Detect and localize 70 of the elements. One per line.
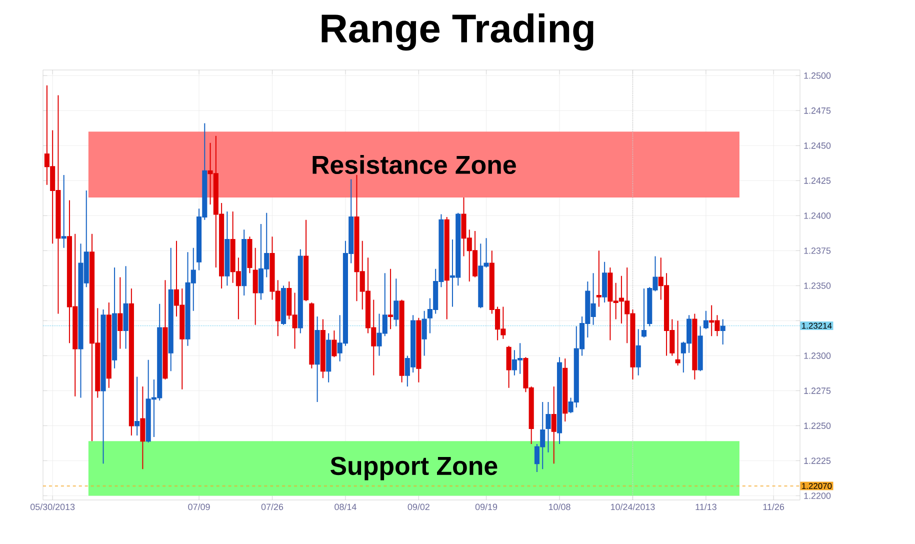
candlestick [636,328,641,376]
x-tick-label: 11/26 [763,504,784,510]
candlestick [416,317,422,383]
candlestick [61,174,66,248]
candlestick [134,376,140,436]
candlestick [128,288,134,436]
y-tick-label: 1.2450 [804,142,831,149]
y-tick-label: 1.2275 [804,388,831,394]
candlestick [280,285,286,326]
candlestick [703,310,708,330]
candlestick [309,302,314,369]
x-tick-label: 09/02 [408,504,430,510]
candlestick [168,247,174,372]
candlestick [506,345,512,388]
candlestick [388,268,394,330]
candlestick [320,318,326,379]
ref-line-label: 1.22070 [802,482,832,489]
y-tick-label: 1.2225 [804,458,831,464]
candlestick [562,358,568,422]
candlestick [698,326,703,372]
candlestick [394,278,399,327]
candlestick [641,288,647,338]
candlestick [551,386,556,464]
candlestick [242,229,247,296]
x-tick-label: 08/14 [334,504,356,510]
candlestick [304,219,309,302]
x-tick-label: 11/13 [696,504,716,510]
x-tick-label: 10/08 [548,504,570,510]
candlestick [314,316,320,402]
chart-title: Range Trading [322,13,594,51]
y-tick-label: 1.2200 [804,492,831,499]
candlestick [422,310,427,356]
band-label: Support Zone [330,456,498,480]
y-tick-label: 1.2300 [804,352,831,359]
candlestick [546,401,551,453]
candlestick [112,266,118,369]
candlestick [118,276,123,350]
candlestick [332,330,337,358]
y-tick-label: 1.2400 [804,212,831,219]
candlestick [252,247,258,326]
candlestick [123,266,128,350]
candlestick [720,318,726,346]
candlestick [140,386,146,470]
candlestick [247,236,252,274]
band-label: Resistance Zone [312,155,516,174]
y-tick-label: 1.2475 [804,107,831,114]
y-tick-label: 1.2500 [804,72,831,79]
x-tick-label: 05/30/2013 [30,504,75,510]
candlestick [100,308,106,464]
ref-line-label: 1.23214 [802,322,832,329]
candlestick [675,320,680,366]
x-tick-label: 07/26 [261,504,284,510]
candlestick [556,356,562,444]
x-tick-label: 10/24/2013 [610,504,655,510]
candlestick [224,210,230,286]
candlestick [399,299,404,383]
y-tick-label: 1.2375 [804,247,831,254]
candlestick [106,302,112,388]
candlestick [326,332,332,383]
candlestick [444,216,450,320]
y-tick-label: 1.2425 [804,177,831,184]
candlestick [692,313,698,380]
x-tick-label: 07/09 [188,504,210,510]
candlestick [602,261,608,303]
candlestick [298,248,303,334]
candlestick [596,250,602,308]
candlestick [162,280,168,380]
y-tick-label: 1.2250 [804,422,831,429]
x-tick-label: 09/19 [475,504,498,510]
y-tick-label: 1.2350 [804,282,831,289]
